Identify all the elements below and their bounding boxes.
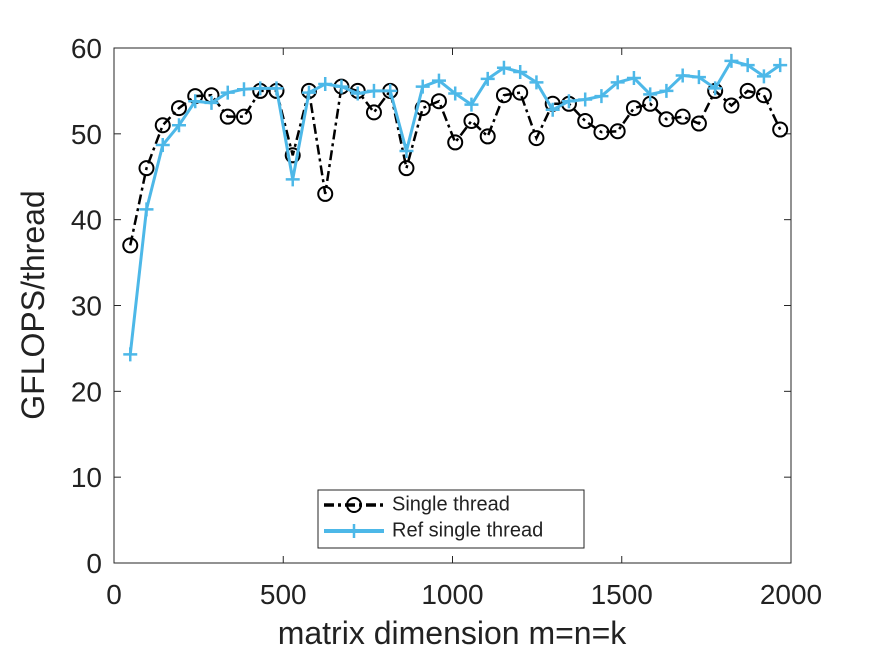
point <box>365 104 382 121</box>
point <box>773 58 788 73</box>
point <box>512 84 529 101</box>
point <box>155 137 170 152</box>
point <box>350 86 365 101</box>
x-tick-label: 2000 <box>760 579 822 610</box>
point <box>593 124 610 141</box>
point <box>284 147 301 164</box>
x-tick-label: 500 <box>260 579 307 610</box>
point <box>659 83 674 98</box>
point <box>346 497 362 513</box>
point <box>577 112 594 129</box>
point <box>334 79 349 94</box>
point <box>301 85 316 100</box>
legend-label: Ref single thread <box>392 519 543 541</box>
y-tick-label: 0 <box>86 548 102 579</box>
point <box>513 65 528 80</box>
point <box>236 82 251 97</box>
point <box>253 81 268 96</box>
point <box>220 85 235 100</box>
point <box>122 237 139 254</box>
point <box>399 144 414 158</box>
y-tick-label: 50 <box>71 119 102 150</box>
series-line <box>129 85 782 246</box>
x-axis-label: matrix dimension m=n=k <box>278 615 628 651</box>
point <box>269 81 284 96</box>
point <box>643 87 658 102</box>
point <box>479 128 496 145</box>
legend-box <box>317 489 585 549</box>
point <box>675 68 690 83</box>
point <box>529 75 544 90</box>
point <box>724 53 739 68</box>
point <box>609 123 626 140</box>
y-tick-label: 60 <box>71 33 102 64</box>
point <box>561 94 576 109</box>
point <box>188 94 203 109</box>
point <box>398 160 415 177</box>
point <box>414 100 431 117</box>
point <box>626 71 641 86</box>
point <box>347 524 361 538</box>
point <box>285 172 300 187</box>
point <box>772 121 789 138</box>
point <box>235 108 252 125</box>
point <box>219 108 236 125</box>
point <box>495 87 512 104</box>
point <box>674 108 691 125</box>
point <box>658 111 675 128</box>
point <box>464 97 479 112</box>
y-tick-label: 20 <box>71 376 102 407</box>
point <box>463 112 480 129</box>
point <box>448 86 463 101</box>
point <box>690 115 707 132</box>
point <box>723 97 740 114</box>
point <box>317 185 334 202</box>
point <box>594 89 609 104</box>
point <box>415 79 430 94</box>
point <box>430 93 447 110</box>
point <box>528 130 545 147</box>
plot-frame <box>113 47 792 564</box>
point <box>366 83 381 98</box>
point <box>171 118 186 133</box>
point <box>318 77 333 92</box>
point <box>740 58 755 73</box>
point <box>756 69 771 84</box>
y-tick-label: 40 <box>71 205 102 236</box>
point <box>138 160 155 177</box>
point <box>123 347 138 362</box>
point <box>496 60 511 75</box>
legend-label: Single thread <box>392 493 510 515</box>
point <box>545 102 560 117</box>
y-tick-label: 30 <box>71 291 102 322</box>
point <box>154 117 171 134</box>
point <box>755 87 772 104</box>
y-tick-label: 10 <box>71 462 102 493</box>
point <box>383 83 398 98</box>
point <box>610 75 625 90</box>
point <box>708 81 723 96</box>
x-tick-label: 1000 <box>421 579 483 610</box>
point <box>578 92 593 107</box>
legend: Single thread Ref single thread <box>317 489 585 549</box>
point <box>447 134 464 151</box>
point <box>139 202 154 217</box>
point <box>170 100 187 117</box>
point <box>691 70 706 85</box>
point <box>739 82 756 99</box>
point <box>480 71 495 86</box>
y-axis-label: GFLOPS/thread <box>15 190 51 419</box>
point <box>431 73 446 88</box>
x-tick-label: 0 <box>106 579 122 610</box>
point <box>625 100 642 117</box>
x-tick-label: 1500 <box>591 579 653 610</box>
point <box>204 95 219 110</box>
